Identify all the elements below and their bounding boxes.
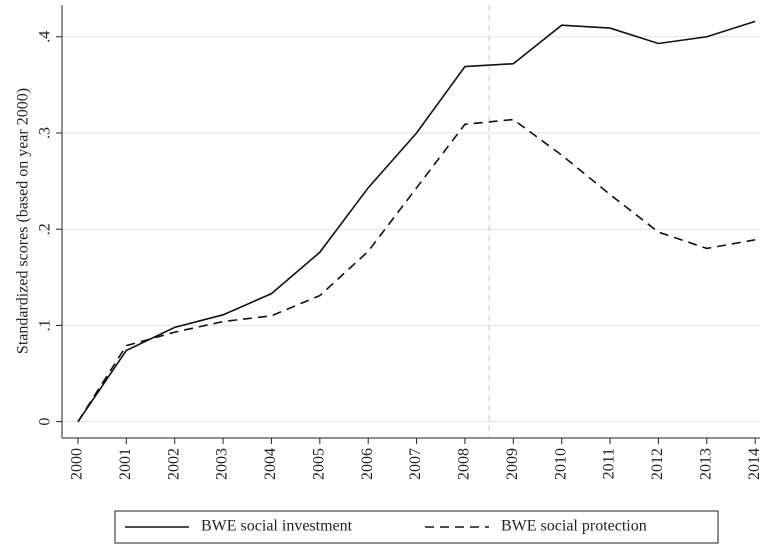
y-tick-label: .2 (37, 223, 54, 235)
x-tick-label: 2007 (407, 448, 424, 480)
x-tick-label: 2009 (504, 448, 521, 480)
x-tick-label: 2002 (165, 448, 182, 480)
x-tick-label: 2003 (214, 448, 231, 480)
y-tick-label: .3 (37, 127, 54, 139)
y-tick-label: 0 (37, 418, 54, 426)
x-tick-label: 2008 (456, 448, 473, 480)
series-line (77, 20, 756, 423)
x-tick-label: 2005 (310, 448, 327, 480)
y-tick-label: .4 (37, 31, 54, 43)
legend-label: BWE social investment (201, 518, 353, 535)
x-tick-label: 2014 (746, 448, 761, 480)
legend: BWE social investment BWE social protecti… (114, 510, 719, 544)
x-tick-label: 2000 (69, 448, 86, 480)
y-tick-label: .1 (37, 319, 54, 331)
x-tick-label: 2011 (601, 448, 618, 479)
x-tick-label: 2012 (649, 448, 666, 480)
x-tick-label: 2006 (359, 448, 376, 480)
legend-box (114, 510, 719, 544)
x-tick-label: 2010 (552, 448, 569, 480)
x-tick-label: 2013 (697, 448, 714, 480)
x-tick-label: 2004 (262, 448, 279, 480)
y-axis-label: Standardized scores (based on year 2000) (15, 88, 32, 354)
legend-label: BWE social protection (501, 518, 647, 535)
series-line (77, 118, 756, 423)
x-tick-label: 2001 (117, 448, 134, 480)
